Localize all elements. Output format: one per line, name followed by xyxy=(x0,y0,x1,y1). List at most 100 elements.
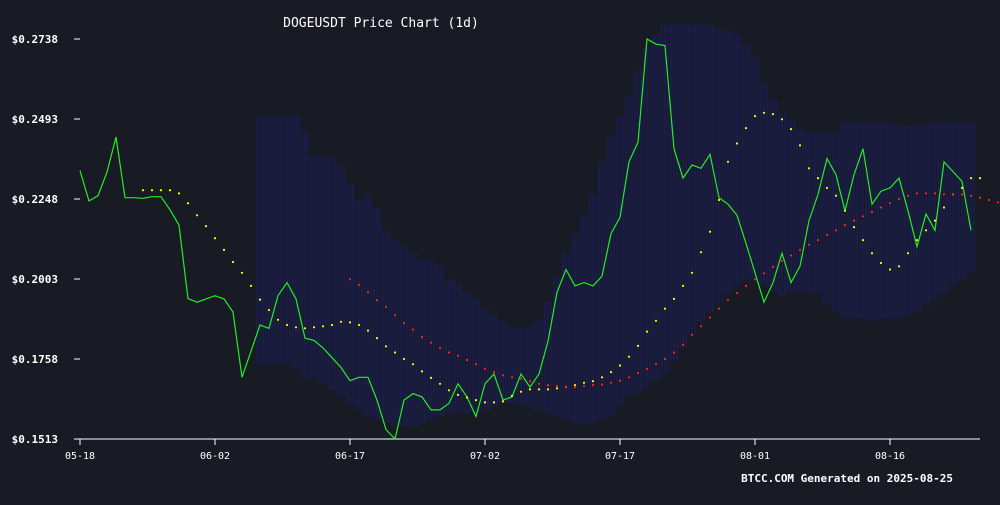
ma-short-dot xyxy=(771,113,775,116)
ma-long-dot xyxy=(744,284,748,287)
x-tick-label: 06-02 xyxy=(200,451,230,462)
ma-long-dot xyxy=(780,259,784,263)
ma-long-dot xyxy=(960,193,964,196)
ma-long-dot xyxy=(600,383,604,386)
ma-long-dot xyxy=(771,265,775,268)
ma-long-dot xyxy=(384,305,388,308)
ma-long-dot xyxy=(366,291,370,294)
ma-long-dot xyxy=(807,243,811,246)
ma-short-dot xyxy=(330,323,334,327)
ma-short-dot xyxy=(312,326,316,329)
ma-short-dot xyxy=(195,214,199,217)
ma-short-dot xyxy=(456,393,460,396)
ma-short-dot xyxy=(465,396,469,399)
ma-long-dot xyxy=(843,224,847,227)
ma-long-dot xyxy=(636,371,640,375)
ma-long-dot xyxy=(897,197,901,201)
ma-short-dot xyxy=(834,194,838,197)
ma-short-dot xyxy=(924,229,928,232)
ma-short-dot xyxy=(762,111,766,114)
ma-short-dot xyxy=(627,355,631,358)
ma-long-dot xyxy=(816,239,820,242)
ma-long-dot xyxy=(708,316,712,319)
ma-short-dot xyxy=(897,265,901,268)
ma-long-dot xyxy=(609,381,613,384)
ma-long-dot xyxy=(996,201,1000,204)
ma-long-dot xyxy=(537,382,541,385)
x-tick-label: 07-17 xyxy=(605,451,635,462)
ma-long-dot xyxy=(645,367,649,370)
ma-long-dot xyxy=(978,196,982,199)
ma-long-dot xyxy=(591,384,595,387)
ma-long-dot xyxy=(681,343,685,346)
ma-long-dot xyxy=(852,219,856,222)
ma-long-dot xyxy=(357,283,361,286)
ma-short-dot xyxy=(357,323,361,327)
ma-short-dot xyxy=(663,307,667,310)
ma-short-dot xyxy=(816,177,820,180)
ma-short-dot xyxy=(618,364,622,367)
ma-long-dot xyxy=(429,341,433,344)
ma-short-dot xyxy=(420,370,424,373)
ma-short-dot xyxy=(942,206,946,209)
ma-short-dot xyxy=(546,388,550,391)
ma-short-dot xyxy=(744,127,748,130)
ma-short-dot xyxy=(231,260,235,264)
ma-long-dot xyxy=(627,376,631,379)
ma-short-dot xyxy=(708,230,712,233)
ma-long-dot xyxy=(573,386,577,389)
ma-long-dot xyxy=(888,202,892,205)
ma-short-dot xyxy=(438,382,442,385)
ma-short-dot xyxy=(411,363,415,366)
ma-long-dot xyxy=(933,192,937,195)
ma-long-dot xyxy=(654,363,658,366)
ma-short-dot xyxy=(348,321,352,324)
ma-short-dot xyxy=(933,219,937,222)
ma-short-dot xyxy=(150,189,154,192)
ma-short-dot xyxy=(366,329,370,332)
ma-long-dot xyxy=(699,325,703,328)
ma-short-dot xyxy=(753,115,757,118)
ma-short-dot xyxy=(474,399,478,402)
ma-long-dot xyxy=(753,278,757,281)
ma-short-dot xyxy=(303,327,307,330)
ma-long-dot xyxy=(879,206,883,209)
ma-long-dot xyxy=(663,357,667,361)
ma-short-dot xyxy=(528,388,532,391)
ma-short-dot xyxy=(285,323,289,327)
ma-short-dot xyxy=(321,325,325,328)
x-tick-label: 06-17 xyxy=(335,451,365,462)
y-tick-label: $0.2738 xyxy=(12,33,58,46)
ma-short-dot xyxy=(870,252,874,255)
ma-long-dot xyxy=(510,376,514,379)
ma-short-dot xyxy=(699,251,703,254)
ma-short-dot xyxy=(537,388,541,391)
ma-long-dot xyxy=(447,351,451,354)
ma-short-dot xyxy=(915,239,919,242)
ma-short-dot xyxy=(429,376,433,379)
ma-long-dot xyxy=(672,351,676,354)
ma-long-dot xyxy=(402,322,406,325)
ma-long-dot xyxy=(375,299,379,302)
ma-long-dot xyxy=(456,354,460,357)
ma-short-dot xyxy=(186,202,190,205)
ma-long-dot xyxy=(951,193,955,196)
x-tick-label: 08-01 xyxy=(740,451,770,462)
ma-short-dot xyxy=(213,237,217,240)
ma-long-dot xyxy=(465,358,469,362)
ma-long-dot xyxy=(735,291,739,295)
x-tick-label: 08-16 xyxy=(875,451,905,462)
bands-layer xyxy=(256,24,975,427)
ma-short-dot xyxy=(888,268,892,271)
ma-long-dot xyxy=(726,299,730,302)
ma-short-dot xyxy=(582,381,586,384)
ma-long-dot xyxy=(564,386,568,389)
ma-long-dot xyxy=(762,272,766,275)
ma-short-dot xyxy=(375,337,379,340)
ma-short-dot xyxy=(717,198,721,202)
ma-short-dot xyxy=(600,376,604,379)
ma-short-dot xyxy=(294,326,298,329)
ma-long-dot xyxy=(618,379,622,382)
y-tick-label: $0.2003 xyxy=(12,273,58,286)
